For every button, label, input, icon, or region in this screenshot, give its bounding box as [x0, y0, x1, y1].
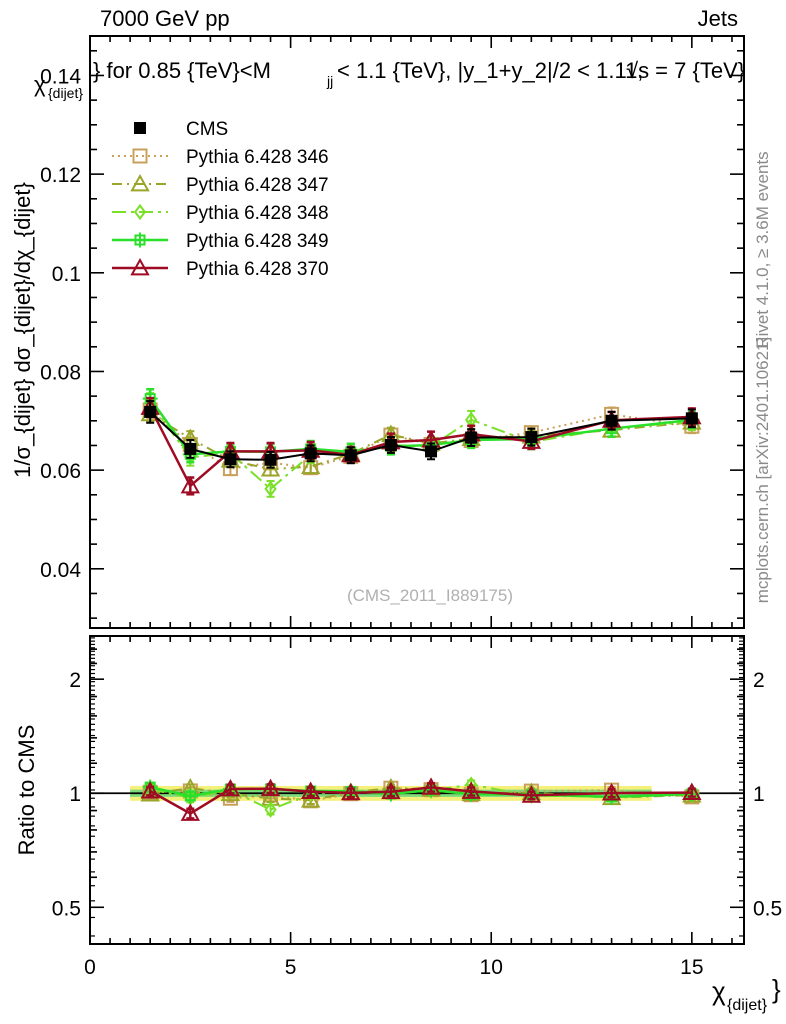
plot-title-main2: < 1.1 {TeV}, |y_1+y_2|/2 < 1.11, — [337, 58, 643, 83]
ratio-pythia-6-428-347-marker — [300, 790, 321, 808]
main-y-tick-label: 0.12 — [40, 164, 81, 187]
series-cms-marker — [425, 445, 438, 458]
ratio-pythia-6-428-370-marker — [300, 781, 321, 799]
ratio-y-tick-label: 0.5 — [52, 897, 81, 920]
rivet-version-label: Rivet 4.1.0, ≥ 3.6M events — [753, 151, 772, 348]
legend-label: Pythia 6.428 346 — [186, 147, 329, 168]
x-tick-label: 15 — [680, 956, 703, 979]
ratio-pythia-6-428-370-marker — [521, 785, 542, 803]
series-cms-marker — [264, 453, 277, 466]
ratio-pythia-6-428-370-marker — [341, 782, 361, 801]
legend-item-pythia-6-428-347[interactable]: Pythia 6.428 347 — [112, 173, 329, 196]
legend-label: Pythia 6.428 349 — [186, 231, 329, 252]
ratio-y-tick-label: 2 — [69, 669, 81, 692]
series-cms-marker — [525, 431, 538, 444]
ratio-y-tick-label-right: 2 — [753, 669, 765, 692]
ratio-pythia-6-428-370-marker — [421, 777, 441, 795]
main-y-tick-label: 0.04 — [40, 559, 81, 582]
series-cms-marker — [344, 449, 357, 462]
legend-marker-triangle-icon — [130, 257, 150, 276]
main-y-tick-label: 0.06 — [40, 460, 81, 483]
legend-item-pythia-6-428-348[interactable]: Pythia 6.428 348 — [112, 203, 329, 224]
x-tick-label: 0 — [84, 956, 96, 979]
series-cms-marker — [224, 453, 237, 466]
series-cms-marker — [304, 447, 317, 460]
mcplots-source-label: mcplots.cern.ch [arXiv:2401.10621] — [753, 337, 772, 603]
ratio-pythia-6-428-370-marker — [381, 781, 401, 800]
plot-title-chi-sub: {dijet} — [48, 85, 83, 101]
ratio-y-axis-title: Ratio to CMS — [14, 725, 39, 856]
plot-title-chi-symbol: χ — [34, 72, 46, 97]
legend: CMS Pythia 6.428 346 Pythia 6.428 347 Pythi… — [112, 119, 329, 280]
series-cms-marker — [685, 412, 698, 425]
header-category-label: Jets — [698, 6, 738, 31]
x-axis-chi-tail: } — [772, 974, 781, 1004]
main-panel-frame — [89, 35, 745, 629]
legend-label: Pythia 6.428 370 — [186, 259, 329, 280]
legend-item-cms[interactable]: CMS — [134, 119, 229, 140]
ratio-pythia-6-428-370-marker — [180, 803, 201, 821]
legend-label: Pythia 6.428 348 — [186, 203, 329, 224]
series-pythia-6-428-348-marker — [264, 480, 277, 498]
x-axis-chi-symbol: χ — [712, 976, 726, 1006]
series-cms-line — [149, 411, 692, 461]
series-cms-marker — [384, 438, 397, 451]
series-pythia-6-428-370-marker — [180, 475, 201, 494]
series-cms-marker — [144, 405, 157, 418]
ratio-pythia-6-428-348-marker — [264, 801, 277, 818]
ratio-pythia-6-428-370-marker — [601, 783, 622, 801]
series-pythia-6-428-347-marker — [300, 456, 321, 475]
legend-marker-triangle-icon — [130, 173, 150, 192]
x-axis-title: χ {dijet} } — [712, 974, 781, 1014]
legend-item-pythia-6-428-346[interactable]: Pythia 6.428 346 — [112, 147, 329, 168]
series-cms-marker — [184, 442, 197, 455]
x-axis-chi-sub: {dijet} — [727, 997, 768, 1014]
legend-label: CMS — [186, 119, 228, 140]
plot-title-mjj-sub: jj — [326, 73, 333, 89]
plot-title-sqrts: √s = 7 {TeV} — [626, 58, 745, 83]
series-cms-marker — [605, 414, 618, 427]
ratio-pythia-6-428-370-marker — [220, 778, 241, 797]
main-plot-panel: 0.04 0.06 0.08 0.1 0.12 0.14 — [40, 35, 745, 629]
analysis-id-watermark: (CMS_2011_I889175) — [347, 586, 513, 605]
ratio-plot-panel: 0 5 10 15 0.5 0.5 1 1 2 2 — [52, 635, 782, 979]
x-tick-label: 5 — [285, 956, 297, 979]
plot-title: χ {dijet} } for 0.85 {TeV}<M jj < 1.1 {T… — [34, 58, 745, 101]
ratio-y-tick-label-right: 1 — [753, 783, 765, 806]
ratio-pythia-6-428-370-marker — [140, 781, 160, 799]
ratio-y-tick-label-right: 0.5 — [753, 897, 782, 920]
legend-item-pythia-6-428-349[interactable]: Pythia 6.428 349 — [112, 231, 329, 252]
legend-item-pythia-6-428-370[interactable]: Pythia 6.428 370 — [112, 257, 329, 280]
main-y-tick-label: 0.08 — [40, 361, 81, 384]
ratio-pythia-6-428-370-marker — [682, 782, 702, 800]
ratio-pythia-6-428-370-marker — [461, 781, 481, 799]
main-y-tick-label: 0.1 — [52, 263, 81, 286]
series-cms-marker — [465, 431, 478, 444]
legend-label: Pythia 6.428 347 — [186, 175, 329, 196]
legend-marker-square-icon — [132, 148, 148, 164]
main-y-tick-label: 0.14 — [40, 65, 81, 88]
plot-title-main: } for 0.85 {TeV}<M — [93, 58, 271, 83]
main-y-axis-title: 1/σ_{dijet} dσ_{dijet}/dχ_{dijet} — [10, 182, 35, 478]
x-tick-label: 10 — [480, 956, 503, 979]
ratio-y-axis-title-text: Ratio to CMS — [14, 725, 39, 856]
header-beam-label: 7000 GeV pp — [100, 6, 230, 31]
legend-marker-filled-square-icon — [134, 122, 146, 134]
legend-marker-diamond-icon — [133, 203, 147, 221]
main-y-axis-title-text: 1/σ_{dijet} dσ_{dijet}/dχ_{dijet} — [10, 182, 35, 478]
ratio-pythia-6-428-370-marker — [260, 778, 281, 797]
ratio-y-tick-label: 1 — [69, 783, 81, 806]
